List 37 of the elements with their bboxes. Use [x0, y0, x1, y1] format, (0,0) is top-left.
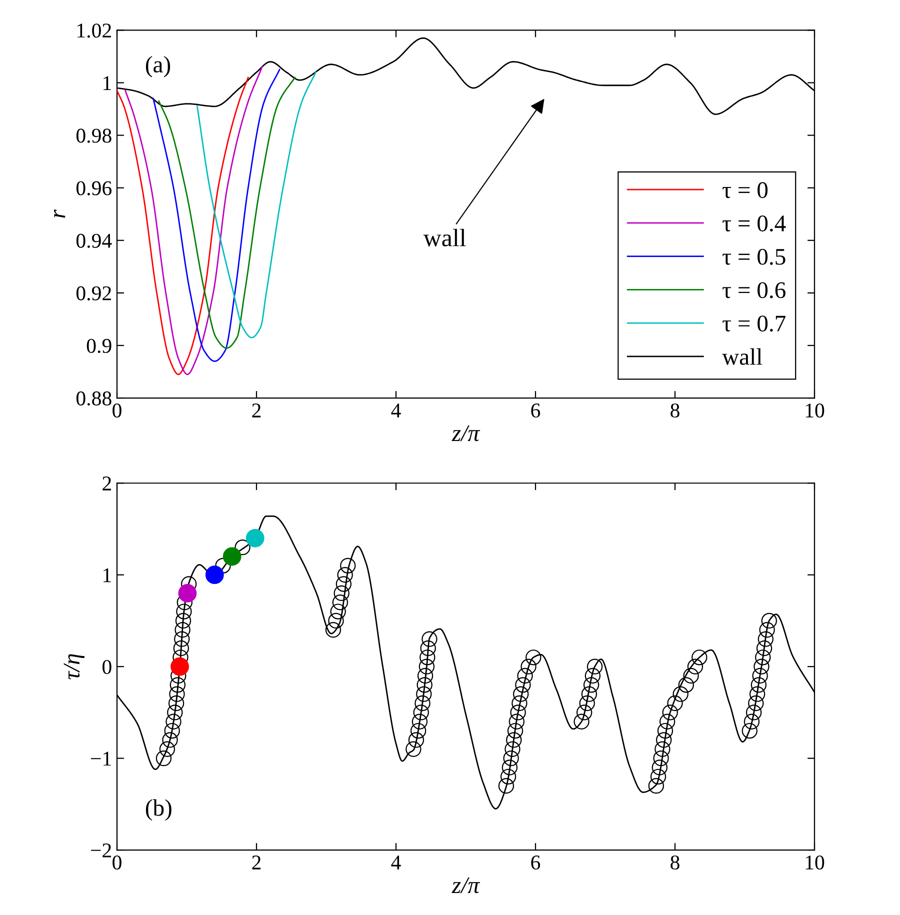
y-tick-label: 0.98: [76, 128, 112, 143]
annotation: wall: [423, 228, 466, 246]
x-tick-label: 6: [531, 404, 540, 418]
x-axis-title: z/π: [452, 425, 480, 442]
y-axis-title: r: [54, 209, 66, 218]
annotation: (b): [146, 799, 172, 821]
y-tick-label: 2: [102, 476, 111, 490]
x-tick-label: 2: [252, 856, 261, 870]
y-tick-label: −2: [91, 843, 111, 858]
x-tick-label: 10: [806, 403, 824, 418]
y-axis-title: τ/η: [64, 654, 84, 680]
y-tick-label: −1: [91, 752, 111, 766]
x-tick-label: 0: [112, 856, 122, 870]
y-tick-label: 0: [102, 660, 112, 674]
x-tick-label: 4: [391, 856, 401, 870]
y-tick-label: 1: [104, 76, 111, 90]
x-tick-label: 2: [252, 404, 261, 418]
x-axis-title: z/π: [452, 877, 480, 894]
y-tick-label: 0.92: [76, 286, 111, 300]
y-tick-label: 0.96: [76, 181, 112, 196]
legend-label: τ = 0: [722, 182, 768, 198]
annotation: (a): [146, 56, 170, 78]
legend-label: τ = 0.7: [722, 316, 786, 332]
x-tick-label: 8: [670, 856, 680, 870]
legend-label: τ = 0.5: [722, 248, 786, 265]
y-tick-label: 0.94: [76, 234, 112, 248]
legend-label: wall: [722, 348, 762, 365]
y-tick-label: 0.88: [76, 391, 112, 406]
legend-label: τ = 0.4: [722, 216, 786, 232]
x-tick-label: 4: [391, 404, 401, 418]
x-tick-label: 8: [670, 403, 680, 418]
y-tick-label: 1: [104, 568, 111, 582]
legend-label: τ = 0.6: [722, 282, 786, 298]
x-tick-label: 6: [531, 856, 540, 870]
y-tick-label: 0.9: [86, 338, 112, 353]
x-tick-label: 10: [806, 856, 824, 870]
y-tick-label: 1.02: [78, 24, 111, 38]
